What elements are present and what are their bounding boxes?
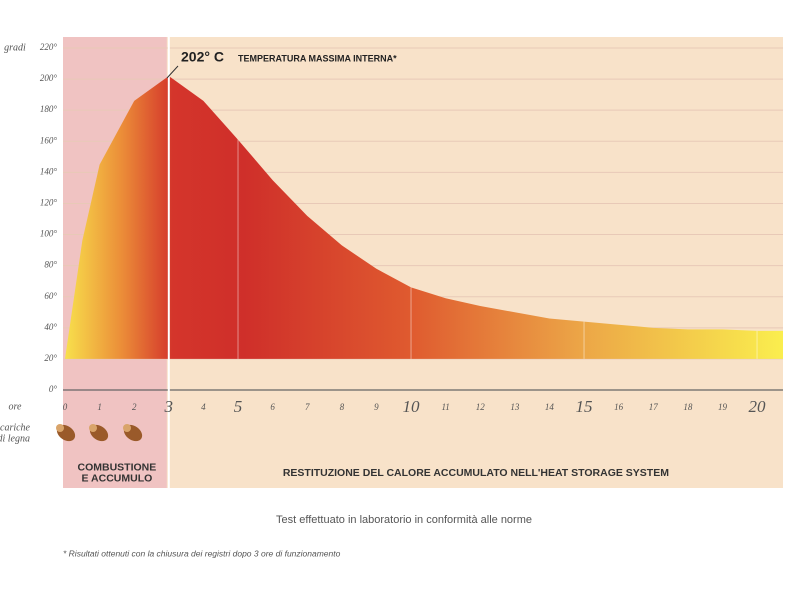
y-tick-label: 120°: [40, 198, 58, 208]
y-tick-label: 100°: [40, 229, 58, 239]
y-tick-label: 60°: [44, 291, 57, 301]
x-tick-label: 12: [476, 402, 486, 412]
y-tick-label: 160°: [40, 135, 58, 145]
x-tick-label: 17: [649, 402, 659, 412]
loads-label: cariche: [0, 422, 31, 433]
x-tick-label: 2: [132, 402, 137, 412]
x-tick-label: 4: [201, 402, 206, 412]
x-tick-label: 6: [270, 402, 275, 412]
x-tick-label: 13: [510, 402, 520, 412]
x-tick-label: 1: [97, 402, 102, 412]
note: Test effettuato in laboratorio in confor…: [276, 514, 532, 526]
x-tick-label: 3: [164, 397, 174, 416]
temperature-area: [65, 75, 783, 359]
y-tick-label: 80°: [44, 260, 57, 270]
plot: 0°20°40°60°80°100°120°140°160°180°200°22…: [40, 37, 783, 488]
y-tick-label: 0°: [49, 384, 58, 394]
phase-label: RESTITUZIONE DEL CALORE ACCUMULATO NELL'…: [283, 467, 669, 479]
x-tick-label: 14: [545, 402, 555, 412]
phase-label: COMBUSTIONE: [78, 461, 157, 473]
y-tick-label: 20°: [44, 353, 57, 363]
x-axis-label: ore: [9, 401, 23, 412]
x-tick-label: 0: [63, 402, 68, 412]
y-axis-label: gradi: [4, 42, 26, 53]
x-tick-label: 11: [441, 402, 449, 412]
x-tick-label: 18: [683, 402, 693, 412]
x-tick-label: 9: [374, 402, 379, 412]
y-tick-label: 180°: [40, 104, 58, 114]
y-tick-label: 140°: [40, 166, 58, 176]
x-tick-label: 20: [749, 397, 767, 416]
x-tick-label: 8: [340, 402, 345, 412]
x-tick-label: 15: [576, 397, 593, 416]
wood-logs: [56, 424, 143, 442]
x-tick-label: 10: [403, 397, 421, 416]
y-tick-label: 200°: [40, 73, 58, 83]
x-tick-label: 19: [718, 402, 728, 412]
y-tick-label: 220°: [40, 42, 58, 52]
footnote: * Risultati ottenuti con la chiusura dei…: [63, 548, 341, 558]
x-tick-label: 7: [305, 402, 310, 412]
loads-label: di legna: [0, 433, 30, 444]
x-tick-label: 5: [234, 397, 243, 416]
phase-label: E ACCUMULO: [82, 472, 153, 484]
annotation-line: [166, 65, 179, 79]
annotation-text: TEMPERATURA MASSIMA INTERNA*: [238, 53, 397, 63]
y-tick-label: 40°: [44, 322, 57, 332]
annotation-value: 202° C: [181, 49, 224, 65]
x-tick-label: 16: [614, 402, 624, 412]
